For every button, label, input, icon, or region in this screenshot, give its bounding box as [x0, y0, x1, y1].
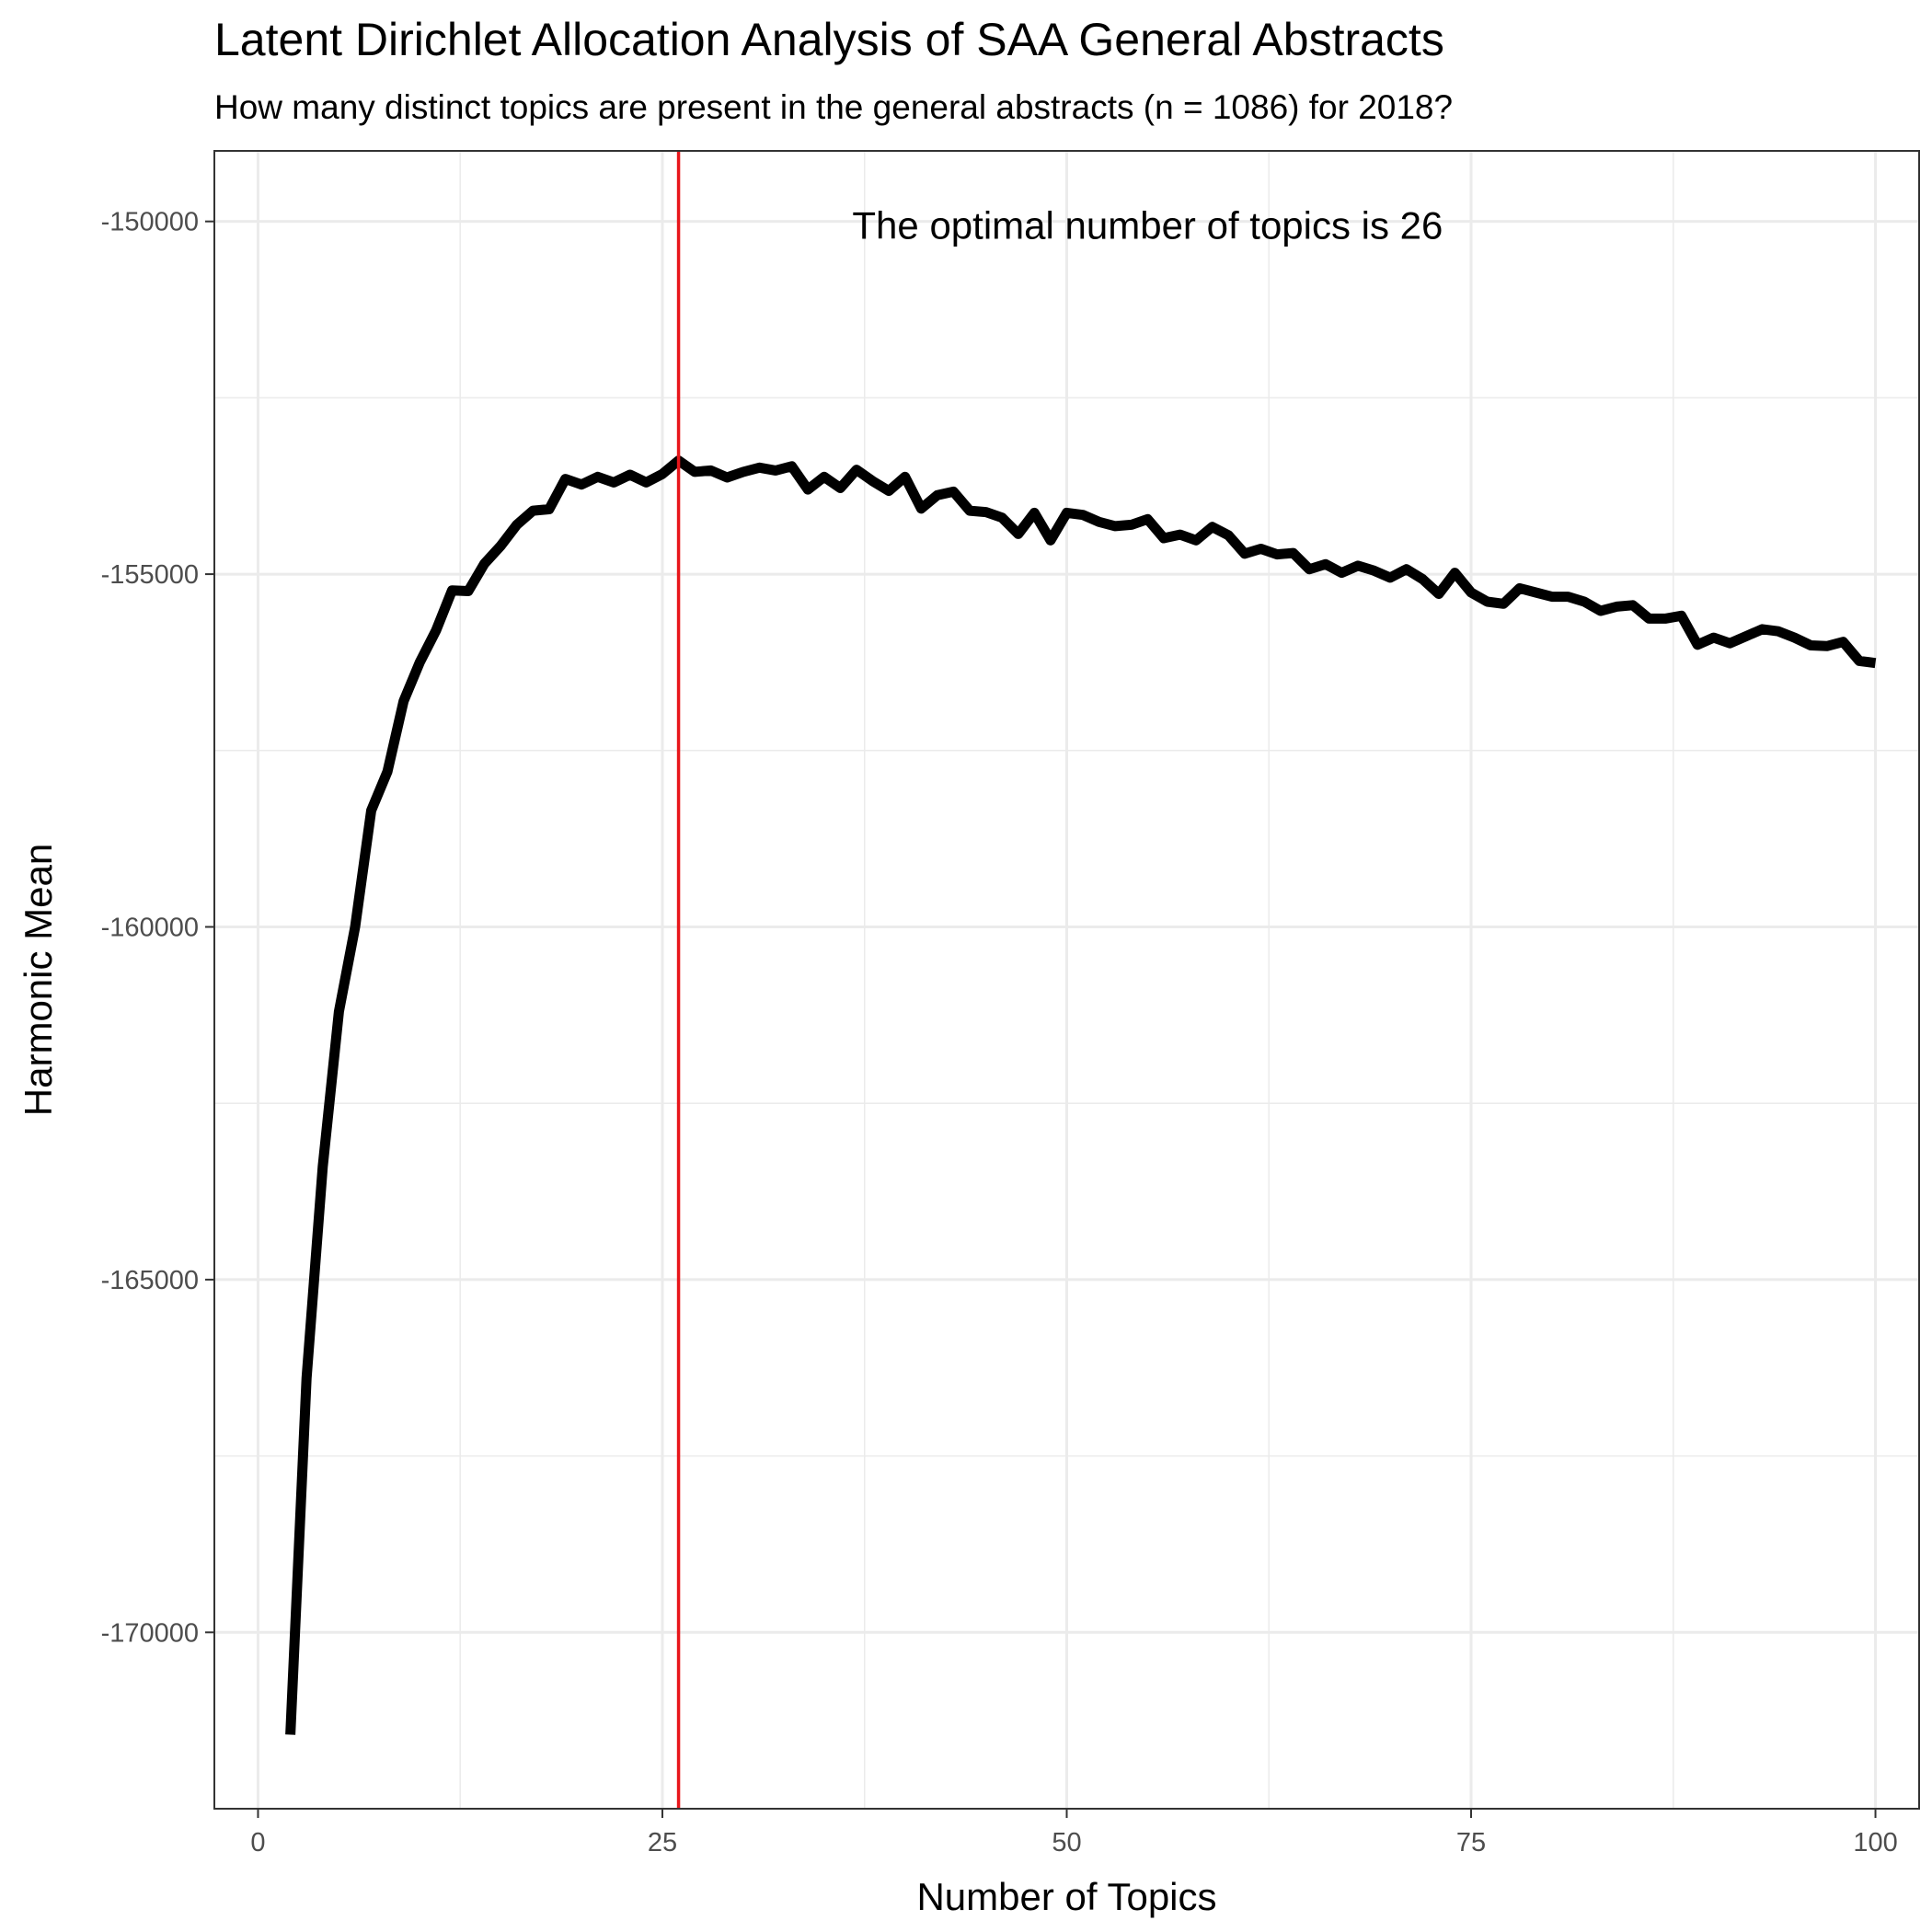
- y-tick-label: -150000: [101, 208, 199, 237]
- optimal-topics-annotation: The optimal number of topics is 26: [852, 204, 1443, 247]
- chart-subtitle: How many distinct topics are present in …: [214, 88, 1454, 126]
- x-axis-label: Number of Topics: [916, 1875, 1216, 1918]
- series-line-0: [285, 455, 1877, 1735]
- chart-title: Latent Dirichlet Allocation Analysis of …: [214, 14, 1444, 65]
- major-gridlines: [214, 151, 1919, 1809]
- y-tick-label: -160000: [101, 913, 199, 942]
- x-axis: 0 25 50 75 100: [250, 1809, 1898, 1857]
- y-tick-label: -165000: [101, 1266, 199, 1295]
- y-axis-label: Harmonic Mean: [17, 844, 60, 1116]
- x-tick-label: 0: [250, 1828, 265, 1857]
- y-axis: -150000 -155000 -160000 -165000 -170000: [101, 208, 214, 1648]
- y-tick-label: -170000: [101, 1618, 199, 1648]
- x-tick-label: 25: [648, 1828, 677, 1857]
- x-tick-label: 50: [1052, 1828, 1081, 1857]
- x-tick-label: 100: [1853, 1828, 1897, 1857]
- x-tick-label: 75: [1456, 1828, 1486, 1857]
- data-layer: [285, 151, 1877, 1809]
- y-tick-label: -155000: [101, 560, 199, 590]
